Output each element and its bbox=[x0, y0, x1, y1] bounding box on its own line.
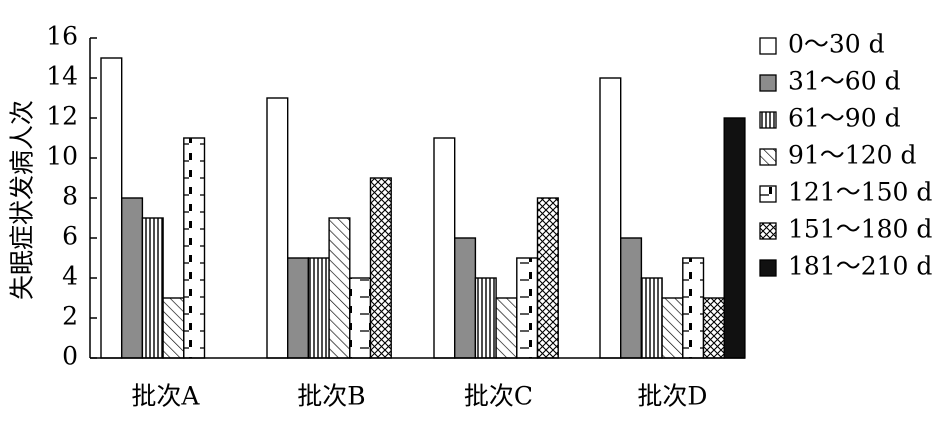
bar bbox=[266, 97, 289, 359]
y-tick-label: 16 bbox=[46, 22, 78, 51]
bar bbox=[640, 277, 663, 359]
legend-label: 0～30 d bbox=[788, 30, 885, 59]
bar bbox=[328, 217, 351, 359]
bar bbox=[369, 177, 392, 359]
x-category-label: 批次D bbox=[637, 382, 707, 411]
y-tick-label: 14 bbox=[46, 62, 78, 91]
bar bbox=[120, 197, 144, 359]
bar bbox=[702, 297, 725, 359]
x-axis: 批次A 批次B 批次C 批次D bbox=[90, 357, 745, 411]
y-tick-label: 0 bbox=[62, 342, 78, 371]
y-tick-label: 4 bbox=[62, 262, 78, 291]
legend: 0～30 d 31～60 d 61～90 d 91～120 d 121～150 d 151… bbox=[759, 30, 932, 281]
y-tick-label: 2 bbox=[62, 302, 78, 331]
legend-swatch bbox=[759, 111, 777, 129]
y-tick-label: 6 bbox=[62, 222, 78, 251]
legend-label: 181～210 d bbox=[788, 252, 932, 281]
bar bbox=[162, 297, 185, 359]
x-category-label: 批次C bbox=[464, 382, 533, 411]
legend-label: 91～120 d bbox=[788, 141, 916, 170]
y-axis: 0 2 4 6 8 10 12 14 16 bbox=[46, 22, 97, 371]
bar bbox=[516, 257, 539, 359]
legend-swatch bbox=[759, 222, 777, 240]
legend-swatch bbox=[759, 259, 777, 277]
y-tick-label: 10 bbox=[46, 142, 78, 171]
bars bbox=[100, 57, 746, 359]
bar bbox=[682, 257, 705, 359]
bar bbox=[495, 297, 518, 359]
bar bbox=[599, 77, 622, 359]
x-category-label: 批次A bbox=[131, 382, 200, 411]
bar bbox=[454, 237, 477, 359]
bar bbox=[183, 137, 206, 359]
y-tick-label: 8 bbox=[62, 182, 78, 211]
legend-label: 121～150 d bbox=[788, 178, 932, 207]
bar bbox=[474, 277, 497, 359]
legend-label: 61～90 d bbox=[788, 104, 901, 133]
bar bbox=[433, 137, 456, 359]
legend-label: 151～180 d bbox=[788, 215, 932, 244]
x-category-label: 批次B bbox=[297, 382, 365, 411]
y-tick-label: 12 bbox=[46, 102, 78, 131]
legend-swatch bbox=[759, 185, 777, 203]
bar bbox=[307, 257, 330, 359]
bar bbox=[661, 297, 684, 359]
legend-swatch bbox=[759, 74, 777, 92]
bar bbox=[141, 217, 164, 359]
legend-swatch bbox=[759, 148, 777, 166]
bar bbox=[349, 277, 372, 359]
bar bbox=[723, 117, 746, 359]
y-axis-label: 失眠症状发病人次 bbox=[8, 100, 37, 300]
bar bbox=[620, 237, 643, 359]
legend-label: 31～60 d bbox=[788, 67, 901, 96]
bar bbox=[536, 197, 559, 359]
bar bbox=[100, 57, 123, 359]
legend-swatch bbox=[759, 37, 777, 55]
bar bbox=[287, 257, 310, 359]
